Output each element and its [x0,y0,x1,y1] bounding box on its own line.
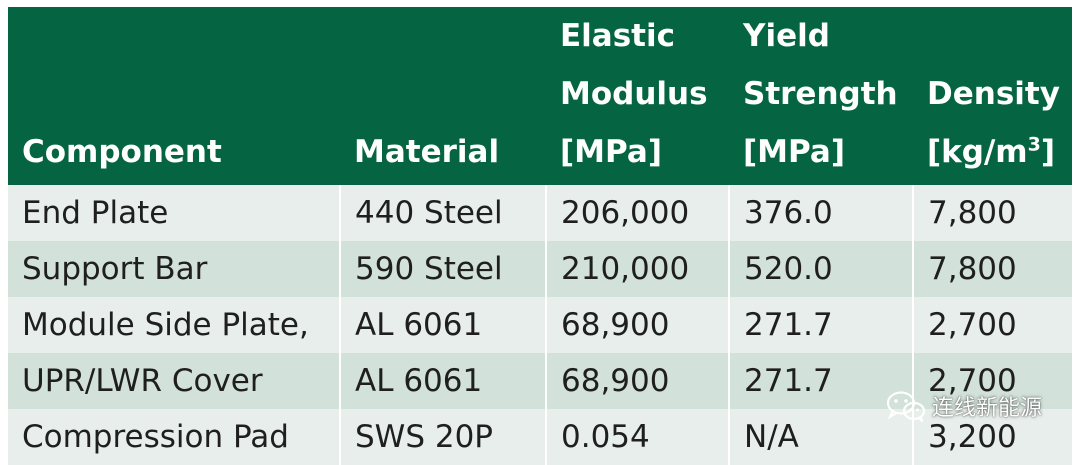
cell-density: 7,800 [913,185,1072,241]
table-row: Support Bar 590 Steel 210,000 520.0 7,80… [8,241,1072,297]
table-row: UPR/LWR Cover AL 6061 68,900 271.7 2,700 [8,353,1072,409]
wechat-icon [886,391,926,422]
table-row: End Plate 440 Steel 206,000 376.0 7,800 [8,185,1072,241]
watermark: 连线新能源 [886,390,1042,422]
header-density: Density [kg/m3] [913,7,1072,185]
cell-component: UPR/LWR Cover [8,353,341,409]
header-material: Material [340,7,546,185]
materials-table: Component Material Elastic Modulus [MPa] Y… [8,7,1072,465]
table-row: Module Side Plate, AL 6061 68,900 271.7 … [8,297,1072,353]
cell-yield-strength: 376.0 [729,185,914,241]
cell-elastic-modulus: 68,900 [546,353,730,409]
header-elastic-modulus: Elastic Modulus [MPa] [546,7,729,185]
cell-component: End Plate [8,185,341,241]
cell-material: AL 6061 [340,353,547,409]
cell-component: Compression Pad [8,409,341,465]
cell-yield-strength: N/A [729,409,914,465]
cell-density: 3,200 [913,409,1072,465]
cell-material: 440 Steel [340,185,547,241]
cell-elastic-modulus: 0.054 [546,409,730,465]
cell-yield-strength: 271.7 [729,353,914,409]
cell-elastic-modulus: 68,900 [546,297,730,353]
header-yield-strength: Yield Strength [MPa] [729,7,913,185]
cell-density: 2,700 [913,297,1072,353]
table-row: Compression Pad SWS 20P 0.054 N/A 3,200 [8,409,1072,465]
cell-material: AL 6061 [340,297,547,353]
cell-component: Support Bar [8,241,341,297]
cell-density: 7,800 [913,241,1072,297]
cell-material: 590 Steel [340,241,547,297]
table-header-row: Component Material Elastic Modulus [MPa] Y… [8,7,1072,185]
cell-component: Module Side Plate, [8,297,341,353]
cell-material: SWS 20P [340,409,547,465]
cell-elastic-modulus: 206,000 [546,185,730,241]
cell-density: 2,700 [913,353,1072,409]
header-component: Component [8,7,340,185]
cell-elastic-modulus: 210,000 [546,241,730,297]
cell-yield-strength: 520.0 [729,241,914,297]
watermark-text: 连线新能源 [931,396,1042,421]
cell-yield-strength: 271.7 [729,297,914,353]
materials-table-container: Component Material Elastic Modulus [MPa] Y… [8,7,1072,465]
